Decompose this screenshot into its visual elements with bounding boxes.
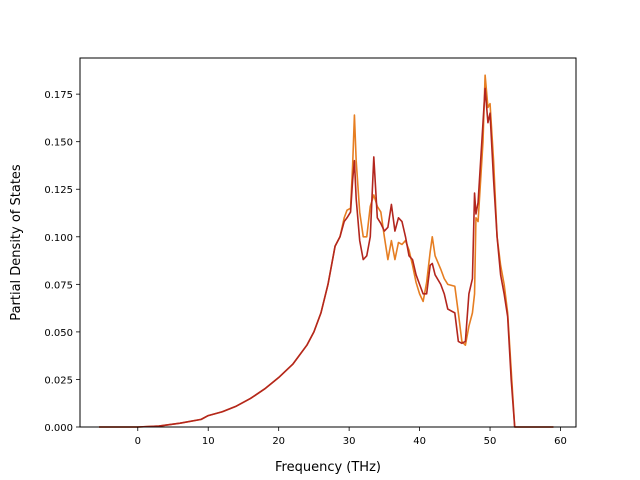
x-tick-label: 30 <box>343 436 356 447</box>
x-axis-label: Frequency (THz) <box>275 460 381 475</box>
y-tick-label: 0.100 <box>44 233 73 244</box>
x-tick-label: 50 <box>484 436 497 447</box>
series-line-2 <box>99 87 554 428</box>
y-tick-label: 0.075 <box>44 280 73 291</box>
x-tick-label: 60 <box>554 436 567 447</box>
y-tick-label: 0.050 <box>44 328 73 339</box>
y-axis-label: Partial Density of States <box>9 164 24 321</box>
y-tick-label: 0.175 <box>44 90 73 101</box>
x-tick-label: 10 <box>202 436 215 447</box>
x-axis-ticks: 0 10 20 30 40 50 60 <box>135 427 567 447</box>
y-axis-ticks: 0.000 0.025 0.050 0.075 0.100 0.125 0.150 0.175 <box>44 90 80 434</box>
plot-area-frame <box>79 57 577 428</box>
x-tick-label: 0 <box>135 436 141 447</box>
series-layer <box>99 74 554 428</box>
y-tick-label: 0.000 <box>44 423 73 434</box>
x-tick-label: 40 <box>413 436 426 447</box>
y-tick-label: 0.125 <box>44 185 73 196</box>
y-tick-label: 0.025 <box>44 375 73 386</box>
x-tick-label: 20 <box>272 436 285 447</box>
y-tick-label: 0.150 <box>44 138 73 149</box>
